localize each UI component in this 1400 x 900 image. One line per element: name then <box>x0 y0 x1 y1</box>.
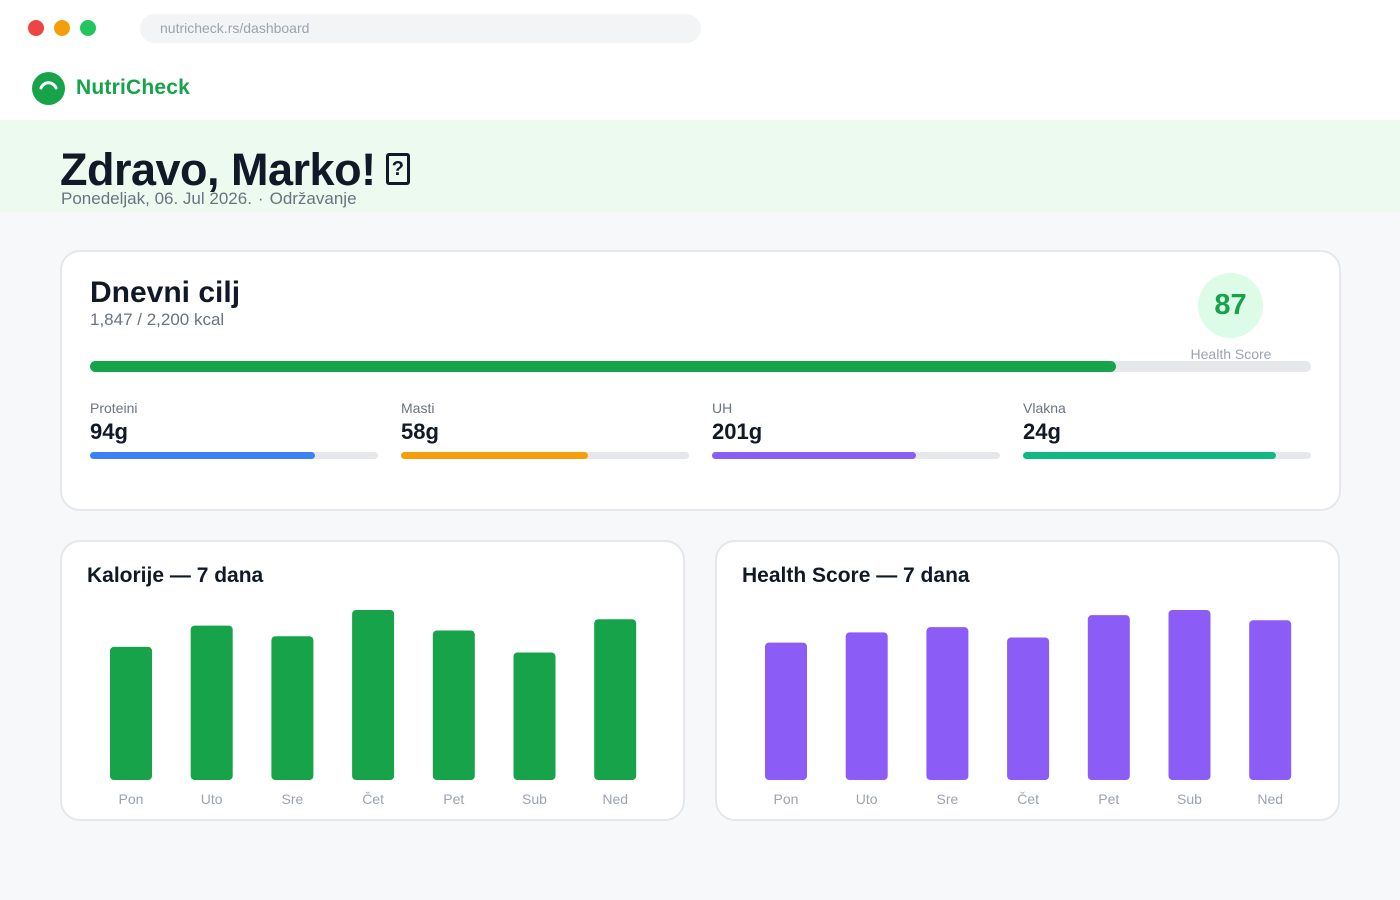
x-tick-label: Ned <box>602 791 628 807</box>
date-separator: · <box>257 189 264 208</box>
x-tick-label: Pet <box>443 791 464 807</box>
macro-label: UH <box>712 400 733 416</box>
macro-protein: Proteini 94g <box>90 400 378 459</box>
chart-title: Kalorije — 7 dana <box>87 564 264 587</box>
health-score-badge: 87 <box>1198 273 1263 338</box>
calories-chart-card: Kalorije — 7 dana Pon Uto Sre Čet Pet Sub Ned <box>60 540 685 821</box>
macro-label: Vlakna <box>1023 400 1066 416</box>
window-minimize-button[interactable] <box>54 20 70 36</box>
macro-progress-track <box>1023 452 1311 459</box>
macro-progress-fill <box>1023 452 1277 459</box>
x-tick-label: Pon <box>774 791 799 807</box>
calories-consumed: 1,847 / 2,200 kcal <box>90 310 225 329</box>
macro-label: Proteini <box>90 400 138 416</box>
chart-bar[interactable] <box>594 619 637 780</box>
x-tick-label: Sre <box>937 791 959 807</box>
x-tick-label: Pon <box>119 791 144 807</box>
x-tick-label: Sre <box>282 791 304 807</box>
current-date: Ponedeljak, 06. Jul 2026. <box>61 189 252 208</box>
macro-value: 24g <box>1023 419 1061 444</box>
chart-bar[interactable] <box>1249 620 1292 780</box>
x-tick-label: Pet <box>1098 791 1119 807</box>
chart-bar[interactable] <box>1007 637 1050 780</box>
macro-progress-fill <box>712 452 917 459</box>
window-maximize-button[interactable] <box>80 20 96 36</box>
calorie-progress-track <box>90 361 1311 372</box>
page-title: Zdravo, Marko!? <box>60 144 410 196</box>
health-score-label: Health Score <box>1190 346 1272 362</box>
greeting-text: Zdravo, Marko! <box>60 144 376 195</box>
health-score-chart-card: Health Score — 7 dana Pon Uto Sre Čet Pet Sub… <box>715 540 1340 821</box>
x-tick-label: Ned <box>1257 791 1283 807</box>
date-line: Ponedeljak, 06. Jul 2026. · Održavanje <box>61 189 357 209</box>
macro-value: 94g <box>90 419 128 444</box>
calories-bar-chart: Pon Uto Sre Čet Pet Sub Ned <box>110 610 637 807</box>
macro-progress-track <box>712 452 1000 459</box>
window-close-button[interactable] <box>28 20 44 36</box>
chart-bar[interactable] <box>352 610 395 780</box>
daily-goal-card: Dnevni cilj 1,847 / 2,200 kcal 87 Health… <box>60 250 1341 511</box>
chart-bar[interactable] <box>513 652 556 781</box>
chart-bar[interactable] <box>271 636 314 780</box>
x-tick-label: Čet <box>362 791 384 807</box>
x-tick-label: Uto <box>201 791 223 807</box>
waving-hand-emoji-icon: ? <box>385 153 410 186</box>
x-tick-label: Uto <box>856 791 878 807</box>
chart-bar[interactable] <box>1087 615 1130 780</box>
chart-bar[interactable] <box>765 642 807 780</box>
macro-value: 201g <box>712 419 763 444</box>
macro-label: Masti <box>401 400 435 416</box>
diet-mode: Održavanje <box>269 189 357 208</box>
macro-progress-fill <box>401 452 589 459</box>
brand-name[interactable]: NutriCheck <box>76 76 191 99</box>
chart-bar[interactable] <box>432 630 475 780</box>
macro-progress-track <box>401 452 689 459</box>
nutricheck-logo-icon[interactable] <box>32 72 65 105</box>
macro-carbs: UH 201g <box>712 400 1000 459</box>
x-tick-label: Sub <box>522 791 547 807</box>
chart-bar[interactable] <box>190 625 233 780</box>
macro-value: 58g <box>401 419 439 444</box>
chart-bar[interactable] <box>926 627 969 780</box>
x-tick-label: Čet <box>1017 791 1039 807</box>
chart-bar[interactable] <box>845 632 888 780</box>
health-score-bar-chart: Pon Uto Sre Čet Pet Sub Ned <box>765 610 1292 807</box>
chart-bar[interactable] <box>110 646 152 780</box>
macro-progress-track <box>90 452 378 459</box>
macro-fat: Masti 58g <box>401 400 689 459</box>
macro-progress-fill <box>90 452 315 459</box>
x-tick-label: Sub <box>1177 791 1202 807</box>
browser-top-bar: nutricheck.rs/dashboard NutriCheck <box>0 0 1400 120</box>
macro-fiber: Vlakna 24g <box>1023 400 1311 459</box>
chart-bar[interactable] <box>1168 610 1211 780</box>
daily-goal-title: Dnevni cilj <box>90 276 241 309</box>
url-bar[interactable]: nutricheck.rs/dashboard <box>140 14 701 43</box>
chart-title: Health Score — 7 dana <box>742 564 970 587</box>
calorie-progress-fill <box>90 361 1116 372</box>
greeting-banner: Zdravo, Marko!? Ponedeljak, 06. Jul 2026… <box>0 120 1400 212</box>
